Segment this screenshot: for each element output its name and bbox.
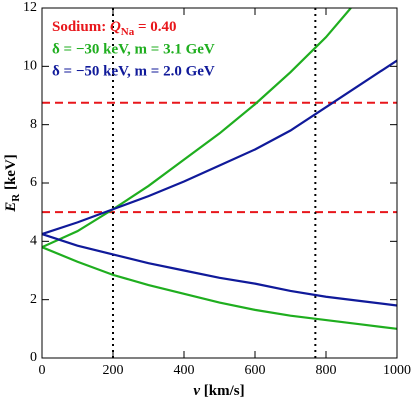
y-tick-label: 10	[23, 59, 37, 74]
y-tick-label: 12	[23, 0, 37, 15]
legend-entry: δ = −30 keV, m = 3.1 GeV	[52, 41, 215, 57]
x-tick-label: 600	[245, 363, 266, 378]
plot-area	[42, 8, 397, 358]
series-line	[42, 246, 397, 330]
x-tick-label: 400	[174, 363, 195, 378]
x-tick-label: 1000	[383, 363, 411, 378]
x-tick-label: 0	[39, 363, 46, 378]
legend-entry: δ = −50 keV, m = 2.0 GeV	[52, 63, 215, 79]
y-tick-label: 4	[30, 234, 37, 249]
series-line	[42, 59, 397, 236]
x-tick-label: 800	[316, 363, 337, 378]
y-tick-label: 2	[30, 292, 37, 307]
x-axis-label: v [km/s]	[193, 383, 244, 399]
y-tick-label: 0	[30, 350, 37, 365]
x-tick-label: 200	[103, 363, 124, 378]
y-axis-label: ER [keV]	[3, 154, 21, 213]
y-tick-label: 8	[30, 117, 37, 132]
annotation: Sodium: QNa = 0.40	[52, 19, 177, 37]
frame	[41, 7, 398, 359]
series-line	[42, 8, 352, 249]
series-line	[42, 232, 397, 307]
y-tick-label: 6	[30, 175, 37, 190]
